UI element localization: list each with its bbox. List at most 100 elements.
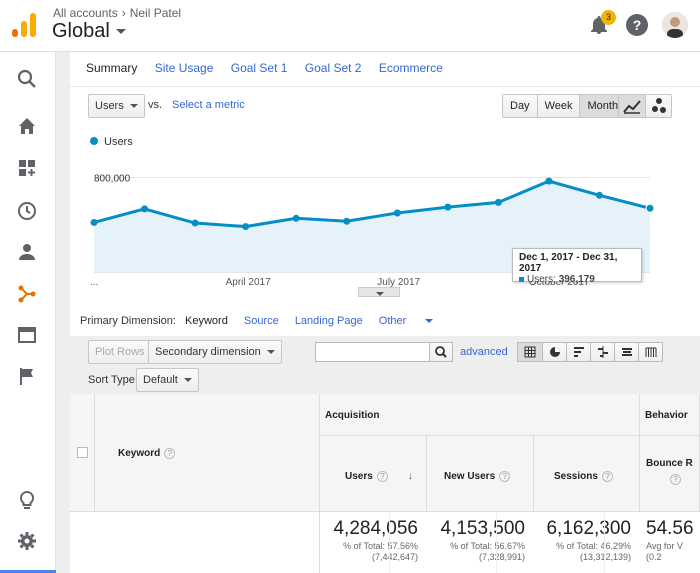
pivot-icon: [645, 347, 657, 357]
new-users-header: New Users?: [444, 471, 511, 483]
new-users-header-label: New Users: [444, 471, 496, 483]
chart-collapse-handle[interactable]: [358, 287, 400, 297]
chevron-down-icon: [183, 378, 192, 383]
dimension-source[interactable]: Source: [243, 315, 279, 327]
primary-dimension-row: Primary Dimension: Keyword Source Landin…: [80, 315, 459, 327]
data-table-view-button[interactable]: [518, 343, 542, 361]
left-nav: [0, 52, 56, 573]
sessions-total-value: 6,162,300: [546, 518, 631, 539]
customization-icon[interactable]: [16, 157, 38, 179]
bounce-rate-total-sum: (0.2: [646, 552, 662, 562]
data-point: [494, 198, 502, 206]
acquisition-icon[interactable]: [16, 283, 38, 305]
help-icon[interactable]: ?: [626, 14, 648, 36]
data-point: [343, 217, 351, 225]
dimension-other[interactable]: Other: [379, 315, 447, 327]
bar-chart-icon: [574, 347, 584, 357]
week-button[interactable]: Week: [536, 95, 580, 117]
secondary-dimension-dropdown[interactable]: Secondary dimension: [148, 340, 282, 364]
bounce-rate-column-header[interactable]: Bounce R ?: [640, 436, 700, 512]
chevron-down-icon: [266, 350, 275, 355]
sort-descending-icon[interactable]: ↓: [407, 471, 413, 483]
term-cloud-icon: [622, 348, 632, 356]
top-bar: All accounts › Neil Patel Global 3 ?: [0, 0, 700, 52]
motion-chart-button[interactable]: [645, 95, 671, 117]
help-icon[interactable]: ?: [164, 448, 176, 459]
bounce-rate-header-label: Bounce R: [646, 458, 693, 469]
realtime-clock-icon[interactable]: [16, 200, 38, 222]
granularity-toggle: Day Week Month: [502, 94, 627, 118]
acquisition-group-label: Acquisition: [325, 410, 380, 421]
vs-label: vs.: [148, 99, 163, 111]
help-icon[interactable]: ?: [601, 471, 613, 482]
bounce-rate-total-pct: Avg for V: [646, 541, 683, 551]
sort-type-label: Sort Type:: [88, 374, 138, 386]
pivot-view-button[interactable]: [638, 343, 662, 361]
explorer-tabs: Summary Site Usage Goal Set 1 Goal Set 2…: [86, 61, 457, 75]
tab-summary[interactable]: Summary: [86, 61, 138, 75]
conversions-flag-icon[interactable]: [16, 365, 38, 387]
tab-ecommerce[interactable]: Ecommerce: [378, 61, 443, 75]
help-icon[interactable]: ?: [499, 471, 511, 482]
data-table: Keyword? Acquisition Behavior Users? ↓ Ne…: [70, 394, 700, 573]
sort-type-dropdown[interactable]: Default: [136, 368, 199, 392]
search-icon[interactable]: [16, 68, 38, 90]
series-area-users: [94, 181, 650, 272]
pie-view-button[interactable]: [542, 343, 566, 361]
behavior-icon[interactable]: [16, 324, 38, 346]
view-title: Global: [52, 20, 110, 42]
breadcrumb[interactable]: All accounts › Neil Patel: [53, 6, 181, 20]
series-line-users: [93, 179, 651, 229]
data-point: [595, 191, 603, 199]
users-column-header[interactable]: [320, 436, 427, 512]
help-icon[interactable]: ?: [376, 471, 388, 482]
tooltip-date-range: Dec 1, 2017 - Dec 31, 2017: [519, 252, 618, 274]
table-search-input[interactable]: [315, 342, 431, 362]
chevron-down-icon: [425, 319, 434, 324]
tab-goal-set-2[interactable]: Goal Set 2: [304, 61, 362, 75]
new-users-column-header[interactable]: [427, 436, 534, 512]
chevron-down-icon: [129, 104, 138, 109]
line-chart-button[interactable]: [619, 95, 645, 117]
dimension-keyword[interactable]: Keyword: [185, 315, 228, 327]
discover-lightbulb-icon[interactable]: [16, 489, 38, 511]
comparison-view-button[interactable]: [590, 343, 614, 361]
data-point: [191, 219, 199, 227]
users-total-sum: (7,442,647): [371, 552, 418, 562]
metric-dropdown-value: Users: [95, 100, 124, 112]
breadcrumb-root[interactable]: All accounts: [53, 6, 118, 20]
term-cloud-view-button[interactable]: [614, 343, 638, 361]
totals-row: 4,284,056 % of Total: 57.56% (7,442,647)…: [320, 512, 700, 573]
day-button[interactable]: Day: [503, 95, 537, 117]
nav-active-indicator: [0, 570, 56, 573]
select-all-checkbox[interactable]: [77, 447, 88, 458]
comparison-icon: [598, 346, 608, 358]
breadcrumb-account[interactable]: Neil Patel: [129, 6, 182, 20]
dimension-landing-page[interactable]: Landing Page: [294, 315, 363, 327]
plot-rows-button[interactable]: Plot Rows: [88, 340, 152, 364]
avatar[interactable]: [662, 12, 688, 38]
tab-site-usage[interactable]: Site Usage: [154, 61, 214, 75]
month-button[interactable]: Month: [579, 95, 626, 117]
performance-view-button[interactable]: [566, 343, 590, 361]
search-icon: [435, 346, 447, 358]
notification-badge: 3: [601, 10, 616, 25]
data-point: [444, 203, 452, 211]
admin-gear-icon[interactable]: [16, 530, 38, 552]
x-axis-labels: ... April 2017 July 2017 October 2017: [90, 277, 590, 288]
select-metric-link[interactable]: Select a metric: [172, 99, 245, 111]
metric-dropdown[interactable]: Users: [88, 94, 145, 118]
view-selector[interactable]: Global: [52, 20, 126, 43]
advanced-filter-link[interactable]: advanced: [460, 346, 508, 358]
help-icon[interactable]: ?: [670, 474, 681, 485]
sessions-column-header[interactable]: [534, 436, 640, 512]
tooltip-value-line: Users: 396,179: [519, 274, 635, 285]
audience-person-icon[interactable]: [16, 241, 38, 263]
keyword-column-header[interactable]: [95, 394, 320, 512]
analytics-logo[interactable]: [11, 12, 37, 38]
tab-goal-set-1[interactable]: Goal Set 1: [230, 61, 288, 75]
home-icon[interactable]: [16, 115, 38, 137]
sessions-header-label: Sessions: [554, 471, 598, 483]
tooltip-swatch: [519, 276, 524, 282]
search-button[interactable]: [429, 342, 453, 362]
